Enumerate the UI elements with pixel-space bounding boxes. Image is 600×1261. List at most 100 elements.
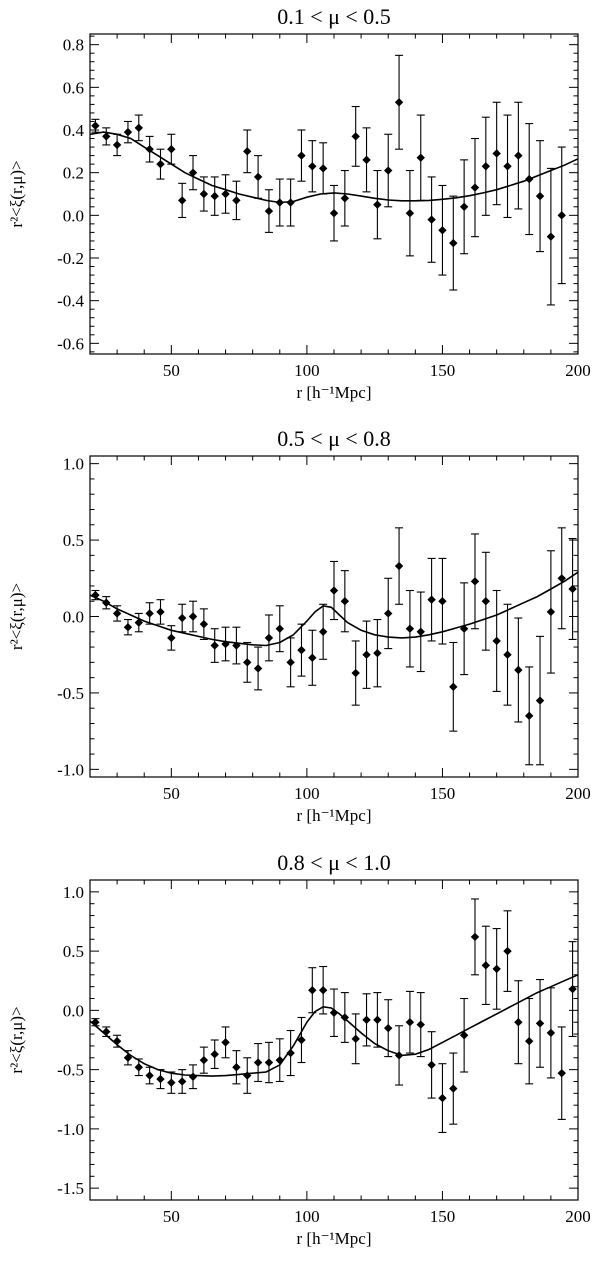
data-point [286, 1048, 295, 1058]
data-point [112, 609, 122, 618]
x-tick-label: 150 [430, 361, 456, 380]
y-axis-label: r²<ξ(r,μ)> [7, 583, 26, 650]
panel-1: 0.1 < μ < 0.5 50 100 150 200 -0.6 -0.4 -0.2 0.0 0… [7, 4, 591, 402]
data-point [275, 624, 284, 633]
data-point [394, 98, 404, 107]
data-point [438, 597, 447, 606]
data-point [243, 658, 252, 667]
data-point [427, 595, 436, 604]
data-point [91, 590, 100, 600]
y-tick-label: -1.0 [57, 1120, 84, 1139]
data-point [91, 1018, 100, 1027]
data-point [503, 162, 512, 171]
data-point [199, 619, 209, 629]
data-point [264, 633, 274, 643]
data-point [416, 153, 425, 162]
data-point [405, 1018, 415, 1027]
y-tick-label: 0.0 [63, 1001, 84, 1020]
panel-2: 0.5 < μ < 0.8 50 100 150 200 -1.0 -0.5 0.0 0.5 1.… [7, 426, 591, 825]
data-point [308, 653, 317, 662]
data-point [188, 168, 198, 177]
y-tick-label: -0.5 [57, 1061, 84, 1080]
x-tick-label: 100 [294, 784, 320, 803]
data-point [405, 624, 415, 633]
x-tick-label: 200 [565, 361, 591, 380]
plot-frame [89, 879, 579, 1201]
data-point [210, 191, 219, 201]
data-point [525, 174, 534, 184]
model-curve [90, 974, 578, 1077]
data-point [221, 1038, 230, 1047]
data-point [253, 664, 263, 673]
y-tick-label: 0.5 [63, 942, 84, 961]
x-tick-label: 200 [565, 784, 591, 803]
data-point [535, 1019, 545, 1028]
data-point [481, 597, 491, 606]
x-axis-label: r [h⁻¹Mpc] [297, 383, 372, 402]
data-point [177, 613, 187, 623]
data-point [535, 191, 545, 201]
y-tick-label: -1.5 [57, 1179, 84, 1198]
x-tick-label: 50 [163, 1207, 180, 1226]
data-point [557, 211, 566, 220]
data-point [492, 149, 501, 158]
data-point [318, 627, 328, 636]
x-tick-label: 50 [163, 784, 180, 803]
data-point [459, 1031, 469, 1040]
data-point [91, 121, 100, 130]
data-point [546, 607, 556, 617]
data-point [210, 1050, 219, 1059]
data-point [514, 1018, 523, 1027]
data-point [297, 645, 306, 655]
data-point [503, 650, 512, 659]
data-layer [90, 898, 578, 1133]
data-point [384, 1023, 393, 1033]
y-tick-label: 1.0 [63, 455, 84, 474]
data-point [535, 696, 545, 705]
data-point [329, 209, 339, 218]
data-point [123, 1053, 133, 1062]
data-point [177, 1077, 187, 1086]
data-point [470, 183, 480, 192]
data-point [232, 641, 241, 650]
data-point [449, 238, 458, 248]
data-point [253, 172, 263, 182]
y-tick-label: 0.4 [63, 121, 85, 140]
model-curve [90, 571, 578, 647]
data-point [394, 561, 404, 571]
y-tick-label: 0.5 [63, 531, 84, 550]
data-point [177, 196, 187, 205]
data-point [297, 1035, 306, 1045]
data-point [243, 147, 252, 156]
y-tick-label: -0.5 [57, 684, 84, 703]
data-point [308, 162, 317, 171]
data-point [340, 194, 350, 203]
data-point [156, 159, 165, 169]
data-point [156, 607, 165, 617]
y-axis-label: r²<ξ(r,μ)> [7, 160, 26, 227]
x-tick-label: 150 [430, 784, 456, 803]
data-point [329, 1008, 339, 1017]
data-point [405, 209, 415, 218]
data-point [492, 636, 501, 646]
y-tick-label: 0.2 [63, 164, 84, 183]
y-tick-label: 0.6 [63, 78, 84, 97]
data-point [384, 166, 393, 175]
data-point [340, 1013, 350, 1022]
data-point [416, 627, 425, 636]
x-tick-label: 50 [163, 361, 180, 380]
data-point [525, 711, 534, 721]
data-point [264, 1058, 274, 1067]
data-point [546, 1028, 556, 1038]
data-point [167, 633, 176, 643]
data-point [557, 574, 566, 583]
y-tick-label: 0.0 [63, 608, 84, 627]
x-tick-label: 150 [430, 1207, 456, 1226]
data-point [243, 1071, 252, 1080]
data-point [145, 609, 154, 618]
data-point [546, 232, 556, 241]
data-point [362, 650, 371, 659]
data-point [134, 1063, 143, 1072]
data-point [318, 986, 328, 995]
y-tick-label: -0.2 [57, 249, 84, 268]
